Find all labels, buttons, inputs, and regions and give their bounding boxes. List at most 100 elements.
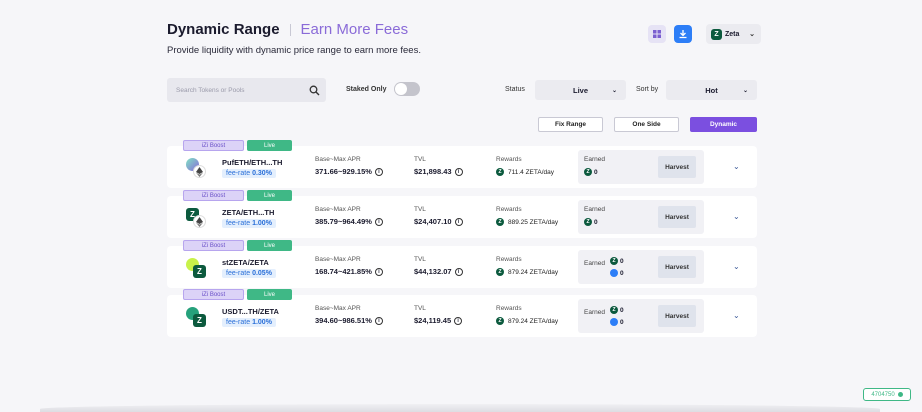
reward-rate: Z 711.4 ZETA/day [496, 168, 554, 176]
pool-row[interactable]: iZi Boost Live Z USDT...TH/ZETA fee-rate… [167, 289, 757, 337]
download-icon [679, 30, 687, 39]
harvest-button[interactable]: Harvest [658, 156, 696, 178]
fee-rate: fee-rate 0.05% [222, 269, 276, 278]
fee-rate: fee-rate 1.00% [222, 219, 276, 228]
info-icon[interactable]: i [374, 167, 383, 176]
chain-name: Zeta [725, 30, 740, 38]
fee-rate: fee-rate 0.30% [222, 169, 276, 178]
zeta-token-icon: Z [584, 218, 592, 226]
apr-label: Base~Max APR [315, 206, 361, 213]
zeta-token-icon: Z [610, 257, 618, 265]
fix-range-tab[interactable]: Fix Range [538, 117, 603, 132]
apr-label: Base~Max APR [315, 156, 361, 163]
tvl-value: $24,119.45 i [414, 316, 463, 325]
tvl-label: TVL [414, 156, 426, 163]
tvl-value: $44,132.07 i [414, 267, 463, 276]
search-input[interactable] [176, 86, 309, 94]
sort-value: Hot [705, 85, 718, 95]
info-icon[interactable]: i [374, 217, 383, 226]
info-icon[interactable]: i [454, 167, 463, 176]
boost-badge: iZi Boost [183, 289, 244, 300]
rewards-label: Rewards [496, 305, 522, 312]
sort-select[interactable]: Hot ⌄ [666, 80, 757, 100]
pair-icons: Z [186, 307, 208, 329]
chevron-down-icon: ⌄ [611, 87, 617, 94]
chevron-down-icon[interactable]: ⌄ [733, 162, 740, 171]
pool-badges: iZi Boost Live [183, 240, 292, 251]
info-icon[interactable]: i [454, 316, 463, 325]
pool-row[interactable]: iZi Boost Live PufETH/ETH...TH fee-rate … [167, 140, 757, 188]
tvl-value: $21,898.43 i [414, 167, 463, 176]
pair-icons [186, 158, 208, 180]
info-icon[interactable]: i [454, 217, 463, 226]
harvest-button[interactable]: Harvest [658, 256, 696, 278]
staked-only-filter: Staked Only [346, 82, 421, 96]
page-header: Dynamic Range Earn More Fees Provide liq… [167, 21, 421, 56]
rewards-label: Rewards [496, 156, 522, 163]
zeta-token-icon: Z [496, 317, 504, 325]
title-divider [289, 23, 291, 36]
tvl-label: TVL [414, 206, 426, 213]
zeta-token-icon: Z [496, 218, 504, 226]
status-select[interactable]: Live ⌄ [535, 80, 626, 100]
info-icon[interactable]: i [374, 316, 383, 325]
earned-label: Earned [584, 309, 605, 316]
pool-row[interactable]: iZi Boost Live Z ZETA/ETH...TH fee-rate … [167, 190, 757, 238]
pool-badges: iZi Boost Live [183, 289, 292, 300]
bottom-edge [40, 404, 880, 412]
apr-label: Base~Max APR [315, 305, 361, 312]
info-icon[interactable]: i [374, 267, 383, 276]
pool-badges: iZi Boost Live [183, 190, 292, 201]
token-icon [610, 269, 618, 277]
pair-name: PufETH/ETH...TH [222, 158, 283, 167]
pair-name: stZETA/ZETA [222, 258, 269, 267]
tvl-value: $24,407.10 i [414, 217, 463, 226]
chevron-down-icon[interactable]: ⌄ [733, 212, 740, 221]
chevron-down-icon[interactable]: ⌄ [733, 262, 740, 271]
pair-icons: Z [186, 258, 208, 280]
block-number-badge: 4704750 [863, 388, 911, 401]
sort-label: Sort by [636, 86, 659, 93]
staked-only-toggle[interactable] [394, 82, 421, 96]
apr-value: 394.60~986.51% i [315, 316, 383, 325]
apr-value: 168.74~421.85% i [315, 267, 383, 276]
pair-name: USDT...TH/ZETA [222, 307, 279, 316]
pool-row[interactable]: iZi Boost Live Z stZETA/ZETA fee-rate 0.… [167, 240, 757, 288]
pair-icons: Z [186, 208, 208, 230]
rewards-label: Rewards [496, 206, 522, 213]
chevron-down-icon[interactable]: ⌄ [733, 311, 740, 320]
search-icon[interactable] [309, 85, 320, 96]
tvl-label: TVL [414, 256, 426, 263]
block-number: 4704750 [871, 391, 895, 398]
earned-label: Earned [584, 156, 605, 163]
harvest-button[interactable]: Harvest [658, 206, 696, 228]
apr-value: 371.66~929.15% i [315, 167, 383, 176]
chain-selector[interactable]: Z Zeta ⌄ [706, 24, 761, 44]
chevron-down-icon: ⌄ [742, 87, 748, 94]
harvest-button[interactable]: Harvest [658, 305, 696, 327]
list-view-button[interactable] [674, 25, 692, 43]
reward-rate: Z 889.25 ZETA/day [496, 218, 558, 226]
one-side-tab[interactable]: One Side [614, 117, 679, 132]
info-icon[interactable]: i [454, 267, 463, 276]
grid-icon [653, 30, 661, 38]
chevron-down-icon: ⌄ [749, 31, 755, 38]
dynamic-tab[interactable]: Dynamic [690, 117, 757, 132]
boost-badge: iZi Boost [183, 190, 244, 201]
pool-badges: iZi Boost Live [183, 140, 292, 151]
page-description: Provide liquidity with dynamic price ran… [167, 45, 421, 56]
search-box [167, 78, 326, 102]
zeta-chain-icon: Z [711, 28, 722, 40]
boost-badge: iZi Boost [183, 240, 244, 251]
token-icon [610, 318, 618, 326]
grid-view-button[interactable] [648, 25, 666, 43]
zeta-token-icon: Z [193, 265, 206, 278]
zeta-token-icon: Z [610, 306, 618, 314]
